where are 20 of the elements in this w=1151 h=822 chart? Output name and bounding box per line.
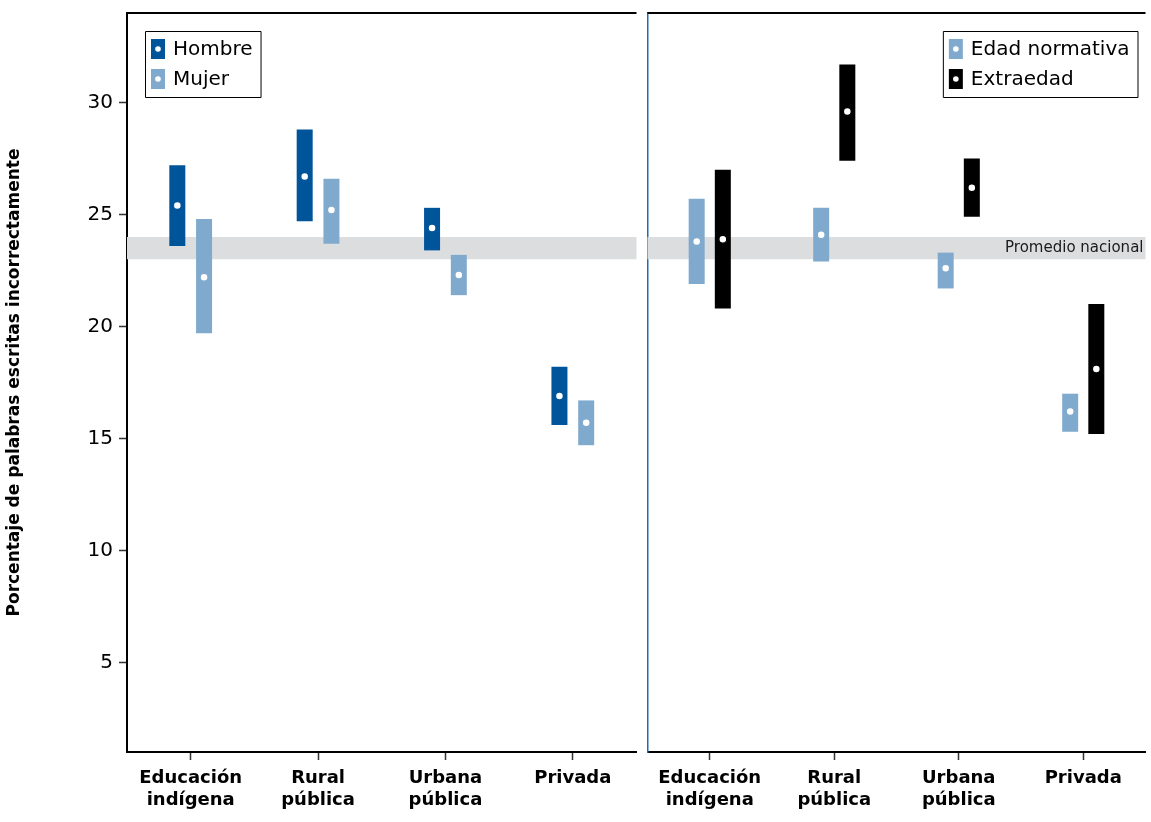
x-tick-label: Educación indígena [658,766,762,810]
y-tick-label: 30 [87,88,113,113]
y-tick-label: 25 [87,200,113,225]
legend-label: Mujer [173,66,230,91]
band-label: Promedio nacional [1005,238,1144,257]
legend-label: Hombre [173,36,253,61]
x-tick-label: Urbana pública [408,766,483,810]
legend-label: Extraedad [970,66,1074,91]
x-tick-label: Rural pública [281,766,355,810]
x-tick-label: Urbana pública [921,766,996,810]
y-axis-title: Porcentaje de palabras escritas incorrectamente [2,148,23,617]
y-tick-label: 10 [87,536,113,561]
y-tick-label: 20 [87,312,113,337]
y-tick-label: 5 [100,648,113,673]
y-tick-label: 15 [87,424,113,449]
legend-label: Edad normativa [970,36,1130,61]
x-tick-label: Privada [1044,766,1122,788]
x-tick-label: Rural pública [797,766,872,810]
x-tick-label: Educación indígena [139,766,243,810]
x-tick-label: Privada [534,766,612,788]
